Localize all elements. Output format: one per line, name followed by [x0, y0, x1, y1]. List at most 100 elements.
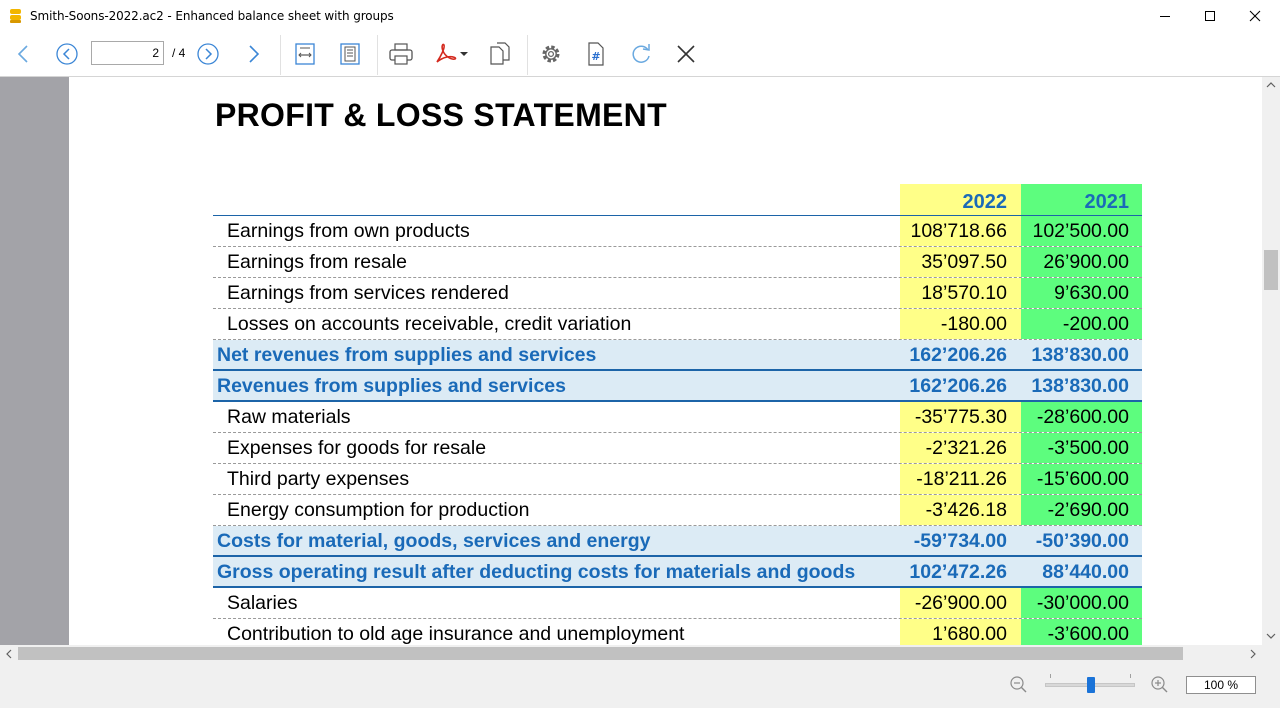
zoom-slider-tick	[1050, 674, 1051, 678]
fit-width-icon	[295, 43, 315, 65]
document-viewer[interactable]: PROFIT & LOSS STATEMENT 2022 2021 Earnin…	[0, 77, 1262, 645]
total-row: Net revenues from supplies and services 1…	[213, 340, 1142, 371]
page-number-input[interactable]: 2	[91, 41, 164, 65]
toolbar-divider	[527, 35, 528, 75]
minimize-button[interactable]	[1142, 0, 1188, 31]
close-preview-button[interactable]	[671, 39, 701, 69]
window-title: Smith-Soons-2022.ac2 - Enhanced balance …	[30, 8, 394, 23]
export-pdf-button[interactable]	[431, 39, 461, 69]
table-row: Earnings from own products 108’718.66 102’…	[213, 216, 1142, 247]
title-bar: Smith-Soons-2022.ac2 - Enhanced balance …	[0, 0, 1280, 31]
value-2021: -2’690.00	[1021, 495, 1142, 525]
zoom-level-input[interactable]: 100 %	[1186, 676, 1256, 694]
next-page-button[interactable]	[193, 39, 223, 69]
copy-button[interactable]	[485, 39, 515, 69]
zoom-out-button[interactable]	[1009, 675, 1029, 695]
report-title: PROFIT & LOSS STATEMENT	[215, 97, 667, 133]
page-number-button[interactable]: #	[581, 39, 611, 69]
gear-icon	[542, 45, 560, 63]
value-2021: -30’000.00	[1021, 588, 1142, 618]
zoom-slider-thumb[interactable]	[1087, 677, 1095, 693]
value-2021: -3’500.00	[1021, 433, 1142, 463]
previous-page-button[interactable]	[52, 39, 82, 69]
value-2021: 88’440.00	[1042, 561, 1129, 583]
value-2022: 108’718.66	[900, 216, 1021, 246]
chevron-right-icon	[249, 45, 260, 63]
row-description: Earnings from own products	[227, 220, 470, 242]
table-row: Energy consumption for production -3’426.…	[213, 495, 1142, 526]
value-2022: 18’570.10	[900, 278, 1021, 308]
column-header-2022: 2022	[900, 184, 1021, 215]
value-2022: 162’206.26	[909, 344, 1007, 366]
back-button[interactable]	[8, 39, 38, 69]
zoom-in-button[interactable]	[1150, 675, 1170, 695]
svg-text:#: #	[591, 50, 600, 63]
pdf-icon	[436, 43, 457, 63]
value-2022: 1’680.00	[900, 619, 1021, 645]
value-2021: 26’900.00	[1021, 247, 1142, 277]
value-2021: -50’390.00	[1035, 530, 1129, 552]
row-description: Expenses for goods for resale	[227, 437, 487, 459]
refresh-button[interactable]	[626, 39, 656, 69]
maximize-icon	[1205, 10, 1215, 21]
total-row: Gross operating result after deducting c…	[213, 557, 1142, 588]
table-row: Contribution to old age insurance and un…	[213, 619, 1142, 645]
column-header-2021: 2021	[1021, 184, 1142, 215]
close-window-button[interactable]	[1232, 0, 1278, 31]
zoom-in-icon	[1151, 676, 1168, 693]
table-row: Raw materials -35’775.30 -28’600.00	[213, 402, 1142, 433]
row-description: Contribution to old age insurance and un…	[227, 623, 685, 645]
table-row: Losses on accounts receivable, credit va…	[213, 309, 1142, 340]
value-2022: -59’734.00	[913, 530, 1007, 552]
page-hash-icon: #	[588, 42, 604, 66]
table-row: Earnings from services rendered 18’570.10…	[213, 278, 1142, 309]
app-icon	[9, 8, 23, 24]
vertical-scrollbar[interactable]	[1262, 77, 1280, 645]
value-2022: -3’426.18	[900, 495, 1021, 525]
value-2022: -2’321.26	[900, 433, 1021, 463]
fit-page-button[interactable]	[335, 39, 365, 69]
scroll-left-icon	[6, 649, 12, 659]
report-page: PROFIT & LOSS STATEMENT 2022 2021 Earnin…	[69, 77, 1262, 645]
toolbar-divider	[377, 35, 378, 75]
row-description: Costs for material, goods, services and …	[217, 530, 651, 552]
total-row: Costs for material, goods, services and …	[213, 526, 1142, 557]
circle-chevron-left-icon	[56, 43, 78, 65]
value-2022: -35’775.30	[900, 402, 1021, 432]
row-description: Earnings from services rendered	[227, 282, 509, 304]
table-row: Earnings from resale 35’097.50 26’900.00	[213, 247, 1142, 278]
fit-width-button[interactable]	[290, 39, 320, 69]
value-2021: -3’600.00	[1021, 619, 1142, 645]
scroll-right-icon	[1250, 649, 1256, 659]
settings-button[interactable]	[536, 39, 566, 69]
table-row: Expenses for goods for resale -2’321.26 -3…	[213, 433, 1142, 464]
value-2021: 138’830.00	[1031, 375, 1129, 397]
zoom-slider-tick	[1130, 674, 1131, 678]
horizontal-scrollbar[interactable]	[0, 645, 1280, 662]
value-2021: -15’600.00	[1021, 464, 1142, 494]
export-dropdown-button[interactable]	[456, 39, 472, 69]
minimize-icon	[1160, 15, 1170, 17]
page-total: / 4	[172, 46, 186, 60]
row-description: Third party expenses	[227, 468, 410, 490]
horizontal-scroll-thumb[interactable]	[18, 647, 1183, 660]
value-2022: 102’472.26	[909, 561, 1007, 583]
row-description: Losses on accounts receivable, credit va…	[227, 313, 632, 335]
table-row: Third party expenses -18’211.26 -15’600.00	[213, 464, 1142, 495]
circle-chevron-right-icon	[197, 43, 219, 65]
table-header-row: 2022 2021	[213, 184, 1142, 216]
forward-button[interactable]	[239, 39, 269, 69]
row-description: Net revenues from supplies and services	[217, 344, 597, 366]
value-2021: 138’830.00	[1031, 344, 1129, 366]
value-2021: 102’500.00	[1021, 216, 1142, 246]
refresh-icon	[632, 44, 650, 63]
chevron-left-icon	[17, 45, 28, 63]
row-description: Raw materials	[227, 406, 351, 428]
vertical-scroll-thumb[interactable]	[1264, 250, 1278, 290]
scroll-up-icon	[1266, 82, 1276, 88]
maximize-button[interactable]	[1187, 0, 1233, 31]
toolbar: #	[0, 31, 1280, 77]
print-button[interactable]	[386, 39, 416, 69]
row-description: Gross operating result after deducting c…	[217, 561, 856, 583]
printer-icon	[389, 43, 413, 65]
